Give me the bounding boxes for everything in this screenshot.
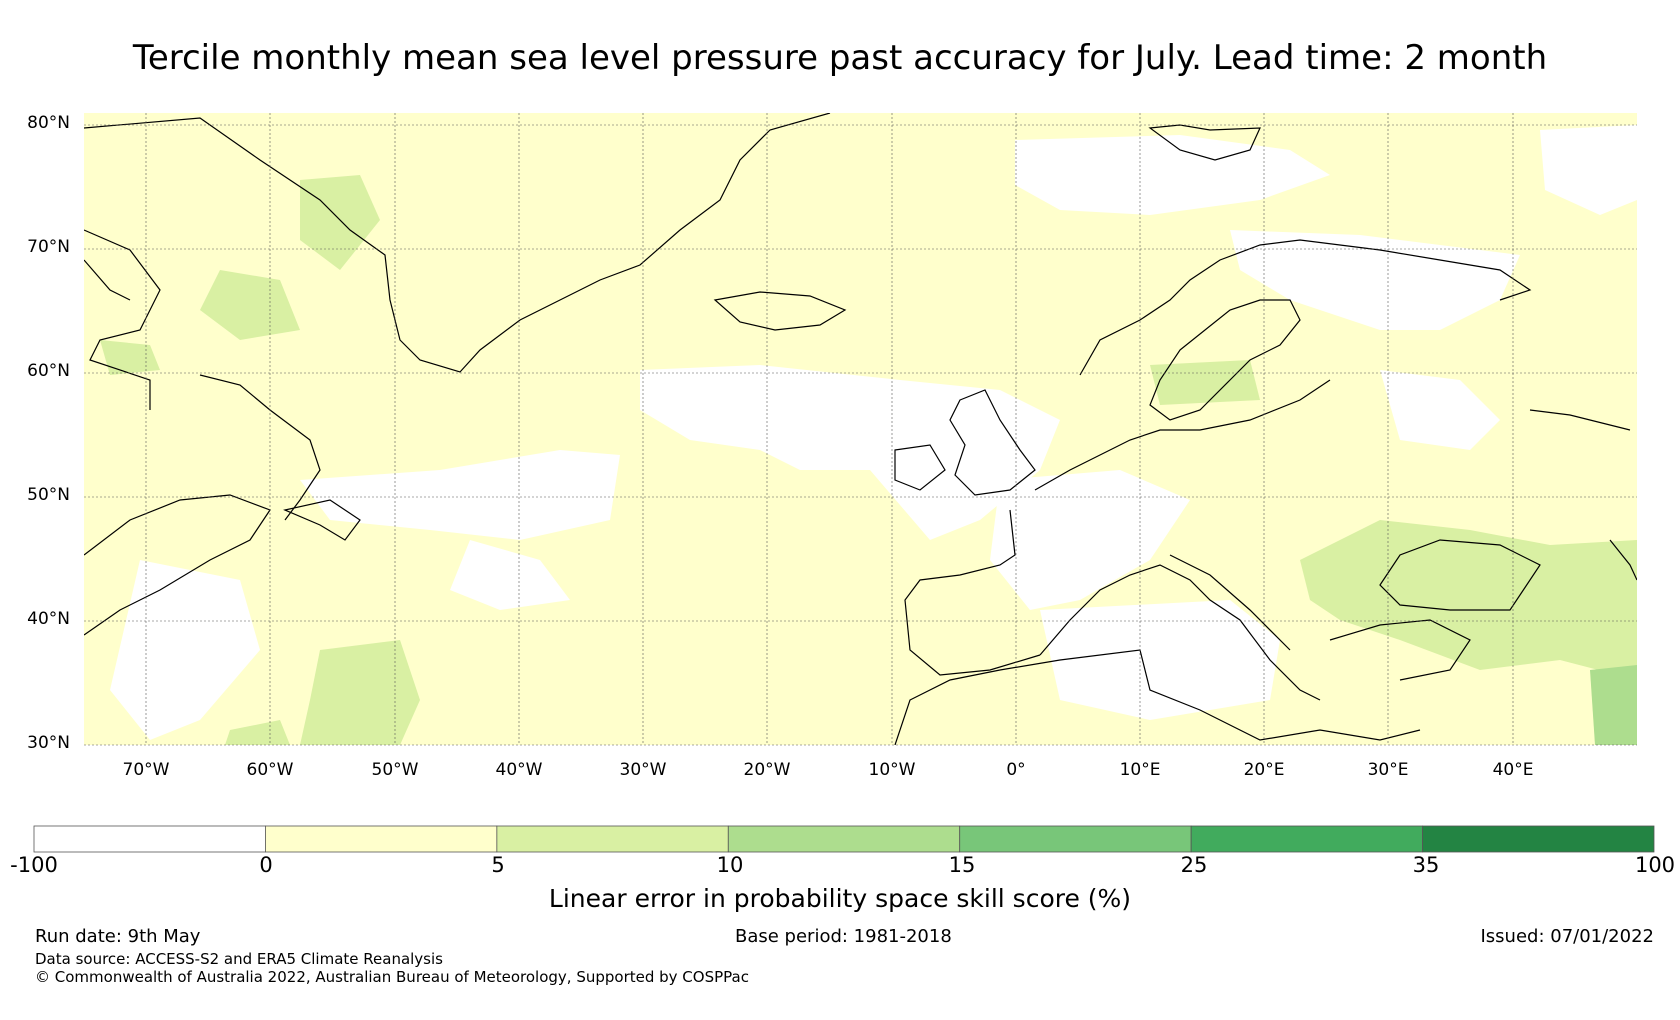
map-title: Tercile monthly mean sea level pressure …: [132, 38, 1548, 78]
colorbar-tick: 15: [948, 853, 976, 877]
lon-label-10e: 10°E: [1119, 760, 1161, 780]
lon-label-50w: 50°W: [371, 760, 419, 780]
colorbar-segment: [33, 825, 266, 853]
colorbar-tick: 10: [716, 853, 744, 877]
lat-label-30n: 30°N: [27, 733, 70, 753]
issued-date: Issued: 07/01/2022: [1480, 926, 1654, 947]
medium-green-regions: [1590, 665, 1637, 745]
colorbar-label: Linear error in probability space skill …: [548, 884, 1132, 913]
light-green-regions: [100, 175, 1637, 745]
lon-label-40e: 40°E: [1492, 760, 1534, 780]
colorbar-segment: [265, 825, 498, 853]
lon-label-40w: 40°W: [495, 760, 543, 780]
colorbar-segment: [1422, 825, 1655, 853]
data-source: Data source: ACCESS-S2 and ERA5 Climate …: [35, 950, 443, 968]
colorbar-segment: [1190, 825, 1423, 853]
lon-label-30e: 30°E: [1367, 760, 1409, 780]
lat-label-40n: 40°N: [27, 609, 70, 629]
colorbar-tick: 100: [1634, 853, 1676, 877]
colorbar-segment: [959, 825, 1192, 853]
colorbar-tick: 5: [491, 853, 505, 877]
colorbar-tick: 35: [1412, 853, 1440, 877]
lon-label-70w: 70°W: [122, 760, 170, 780]
lon-label-0: 0°: [1006, 760, 1026, 780]
lon-label-60w: 60°W: [246, 760, 294, 780]
lat-label-50n: 50°N: [27, 485, 70, 505]
negative-skill-regions: [110, 125, 1637, 740]
lon-label-20e: 20°E: [1243, 760, 1285, 780]
lon-label-20w: 20°W: [743, 760, 791, 780]
colorbar-tick: -100: [10, 853, 58, 877]
lat-label-70n: 70°N: [27, 237, 70, 257]
colorbar-segment: [496, 825, 729, 853]
lat-label-60n: 60°N: [27, 361, 70, 381]
gridlines: [84, 113, 1637, 746]
lat-label-80n: 80°N: [27, 113, 70, 133]
colorbar-tick: 0: [259, 853, 273, 877]
colorbar: [33, 825, 1655, 853]
colorbar-segment: [727, 825, 961, 853]
run-date: Run date: 9th May: [35, 926, 201, 947]
colorbar-tick: 25: [1180, 853, 1208, 877]
copyright: © Commonwealth of Australia 2022, Austra…: [35, 968, 749, 986]
lon-label-10w: 10°W: [868, 760, 916, 780]
lon-label-30w: 30°W: [619, 760, 667, 780]
base-period: Base period: 1981-2018: [735, 926, 952, 947]
coastlines: [84, 113, 1637, 745]
